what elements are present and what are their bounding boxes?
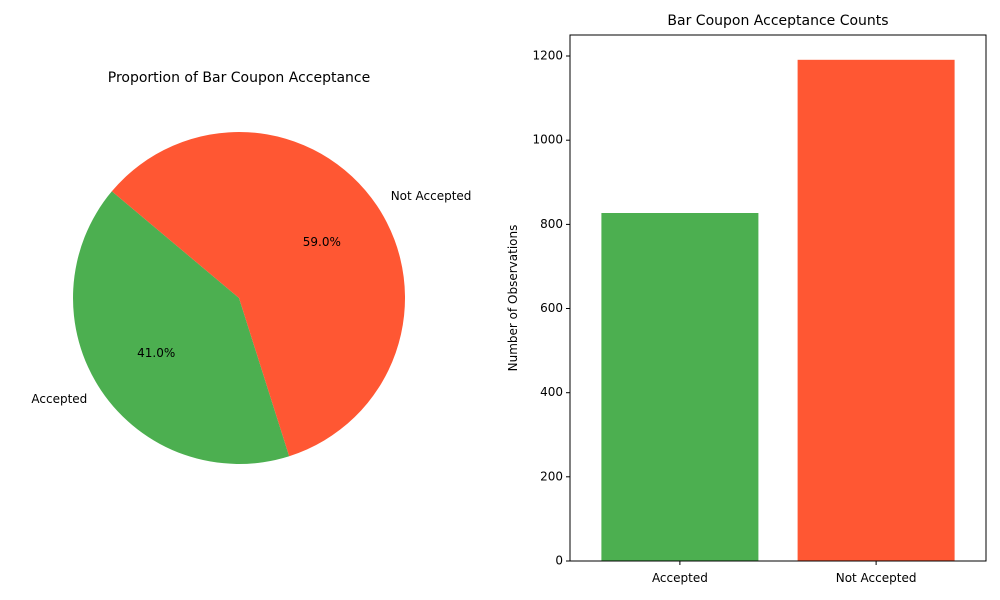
- bar-chart: Bar Coupon Acceptance Counts 0 200 400 600 8…: [506, 13, 987, 585]
- x-tick-label-not-accepted: Not Accepted: [836, 571, 917, 585]
- pie-title: Proportion of Bar Coupon Acceptance: [108, 70, 371, 86]
- y-tick-label: 200: [540, 469, 563, 483]
- plot-frame: [569, 34, 987, 562]
- x-tick-label-accepted: Accepted: [652, 571, 708, 585]
- bar-not-accepted: [797, 59, 955, 562]
- bar-accepted: [601, 213, 759, 561]
- pie-slice-accepted: [73, 191, 290, 464]
- y-tick-label: 1000: [532, 133, 563, 147]
- bar-title: Bar Coupon Acceptance Counts: [667, 13, 888, 29]
- y-tick-label: 0: [555, 554, 563, 568]
- pie-chart: Proportion of Bar Coupon Acceptance Acce…: [31, 70, 471, 464]
- y-axis-label: Number of Observations: [506, 225, 520, 372]
- pie-percent-not-accepted: 59.0%: [303, 235, 341, 249]
- y-tick-label: 400: [540, 385, 563, 399]
- pie-slice-not-accepted: [111, 131, 406, 457]
- pie-label-accepted: Accepted: [31, 392, 87, 406]
- pie-label-not-accepted: Not Accepted: [391, 189, 472, 203]
- y-tick-label: 600: [540, 301, 563, 315]
- pie-percent-accepted: 41.0%: [137, 346, 175, 360]
- y-tick-label: 1200: [532, 49, 563, 63]
- y-tick-label: 800: [540, 217, 563, 231]
